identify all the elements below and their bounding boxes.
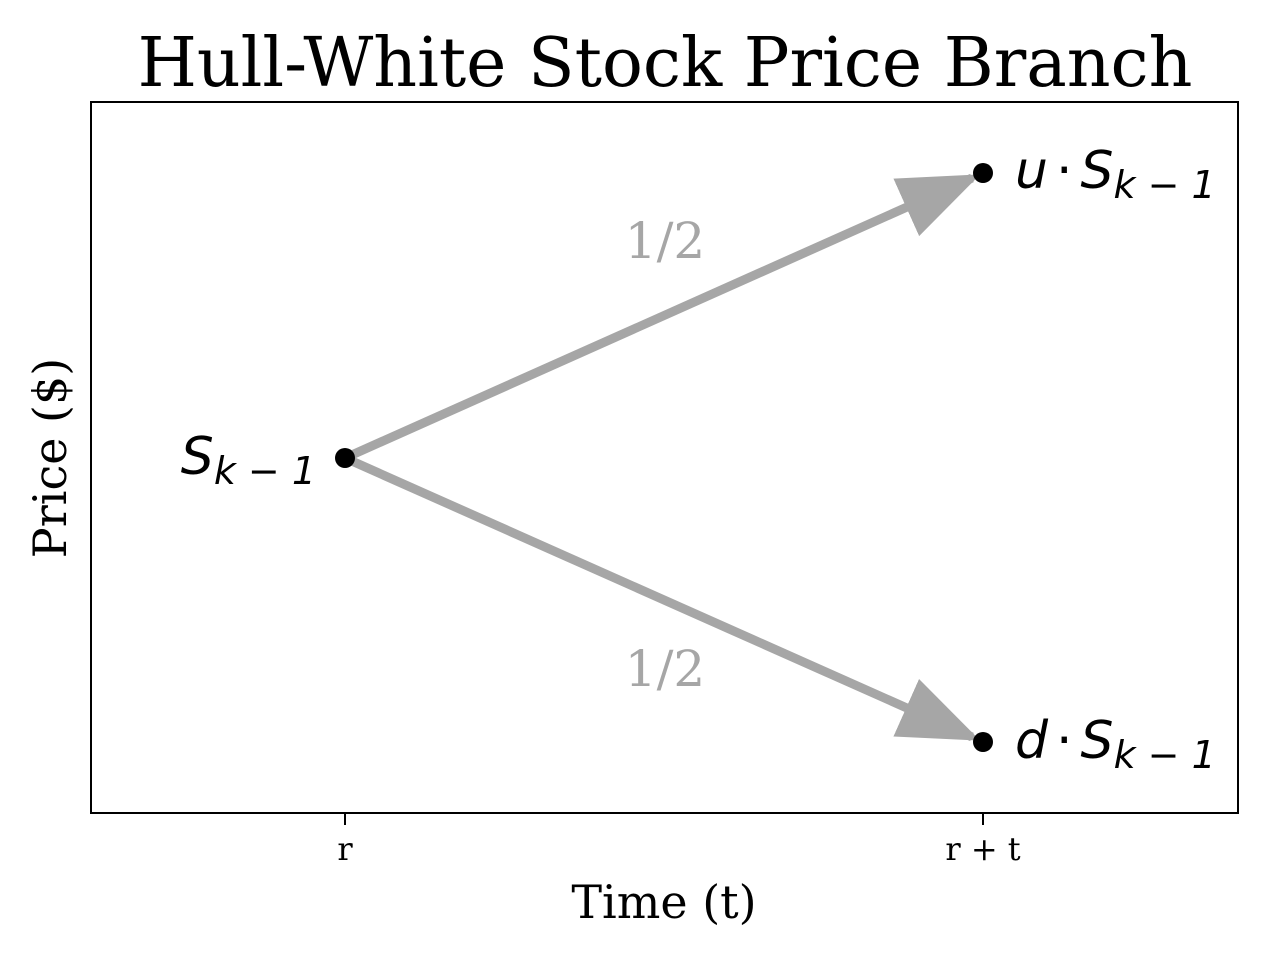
up-node-factor: u bbox=[1015, 141, 1048, 201]
x-tick-label-r: r bbox=[337, 830, 353, 868]
down-node-label: d · Sk − 1 bbox=[1015, 711, 1216, 777]
down-probability-label: 1/2 bbox=[625, 640, 705, 698]
start-node-base: S bbox=[181, 427, 214, 487]
chart-title: Hull-White Stock Price Branch bbox=[138, 24, 1193, 103]
start-node bbox=[335, 448, 355, 468]
start-node-subscript: k − 1 bbox=[214, 449, 316, 493]
up-node-label: u · Sk − 1 bbox=[1015, 141, 1216, 207]
x-tick-label-r-plus-t: r + t bbox=[945, 830, 1020, 868]
up-node bbox=[973, 163, 993, 183]
up-node-dot: · bbox=[1056, 141, 1073, 201]
down-node-factor: d bbox=[1015, 711, 1049, 771]
up-node-subscript: k − 1 bbox=[1114, 163, 1216, 207]
up-branch-arrow bbox=[343, 173, 981, 463]
y-axis-label: Price ($) bbox=[23, 358, 77, 558]
down-branch-arrow bbox=[343, 453, 981, 742]
up-probability-label: 1/2 bbox=[625, 212, 705, 270]
down-node bbox=[973, 732, 993, 752]
down-node-base: S bbox=[1081, 711, 1114, 771]
down-node-dot: · bbox=[1056, 711, 1073, 771]
down-node-subscript: k − 1 bbox=[1114, 733, 1216, 777]
start-node-label: Sk − 1 bbox=[181, 427, 316, 493]
up-node-base: S bbox=[1081, 141, 1114, 201]
plot-frame bbox=[90, 101, 1239, 814]
x-axis-label: Time (t) bbox=[571, 875, 756, 929]
